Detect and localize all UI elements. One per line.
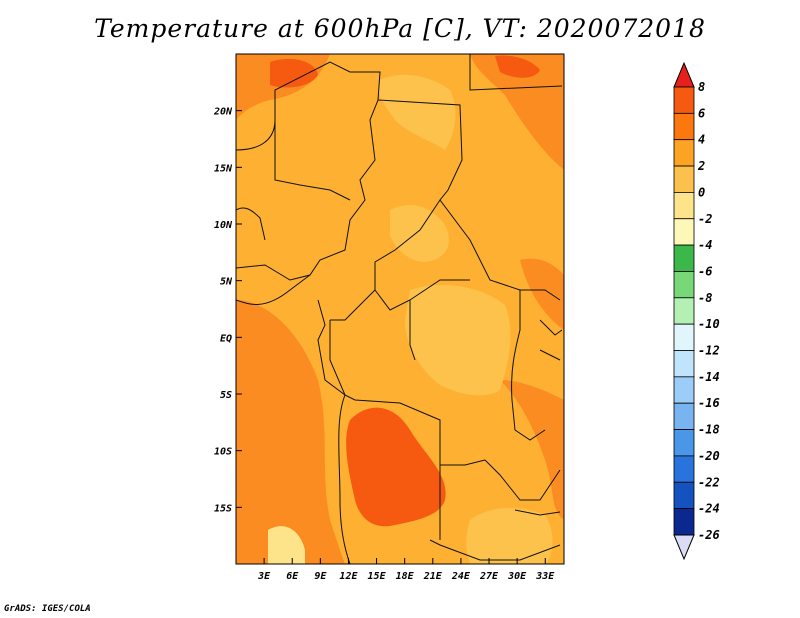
legend-color-box [673,191,695,220]
map-frame [235,53,565,565]
legend-level-label: -4 [698,238,712,252]
temperature-field [236,54,564,564]
legend-color-box [673,350,695,378]
legend-color-box [673,402,695,430]
contour-6-8-northeast [495,55,540,78]
legend-level-label: -10 [698,317,720,331]
lat-tick-label: 15N [214,163,233,174]
legend-level-label: -2 [698,212,712,226]
longitude-axis: 3E 6E 9E 12E 15E 18E 21E 24E 27E 30E 33E [257,558,555,582]
legend-top-arrow [673,61,695,88]
contour-6-8-north [270,58,318,88]
legend-color-box [673,297,695,325]
legend-color-box [673,271,695,299]
legend-color-box [673,139,695,167]
legend-color-box [673,165,695,193]
map-title: Temperature at 600hPa [C], VT: 202007201… [94,14,706,43]
legend-color-box [673,112,695,141]
legend-color-box [673,86,695,114]
legend-level-label: -26 [698,528,720,542]
lon-tick-label: 12E [339,571,358,582]
legend-color-box [673,481,695,510]
legend-level-label: 0 [698,185,705,199]
contour-4-6-southeast [500,380,564,520]
legend-color-box [673,323,695,351]
legend-color-box [673,455,695,483]
lon-tick-label: 18E [396,571,415,582]
legend-level-label: -18 [698,423,720,437]
contour-4-6-east [520,258,564,330]
legend-bottom-arrow [673,534,695,561]
lat-tick-label: 5S [220,390,232,401]
legend-level-label: 2 [697,159,705,173]
lon-tick-label: 27E [479,571,499,582]
legend-level-label: -22 [698,475,720,489]
contour-0-2-southeast [466,508,553,564]
legend-level-label: -20 [698,449,720,463]
lon-tick-label: 3E [257,571,271,582]
legend-color-box [673,429,695,457]
country-borders [236,54,563,564]
legend-level-label: 8 [698,80,705,94]
lat-tick-label: 20N [213,107,233,118]
lon-tick-label: 33E [535,571,555,582]
contour-4-6-northeast [470,54,564,170]
legend-level-label: 4 [698,133,705,147]
contour-0-2-congo [405,285,511,396]
contour-0-2-central [390,205,449,262]
legend-color-box [673,376,695,404]
contour-0-2-southwest [268,526,305,564]
legend-level-label: -8 [698,291,712,305]
lat-tick-label: 15S [214,503,232,514]
contour-0-2-sahara [378,74,456,150]
contour-4-6-southwest [236,300,345,564]
latitude-axis: 20N 15N 10N 5N EQ 5S 10S 15S [213,107,242,514]
legend-level-label: -16 [698,396,720,410]
lat-tick-label: 10S [214,447,232,458]
lon-tick-label: 15E [368,571,387,582]
contour-6-8-south [346,407,446,527]
legend-color-box [673,508,695,536]
credit-label: GrADS: IGES/COLA [4,604,91,614]
lat-tick-label: 5N [220,277,233,288]
legend-color-box [673,244,695,272]
lon-tick-label: 6E [286,571,299,582]
legend-level-label: -6 [698,264,712,278]
legend-level-label: -24 [698,502,720,516]
legend-level-label: -12 [698,344,720,358]
legend-level-label: 6 [698,106,705,120]
lon-tick-label: 21E [423,571,443,582]
lon-tick-label: 9E [314,571,327,582]
legend-color-box [673,218,695,246]
lon-tick-label: 30E [507,571,527,582]
lat-tick-label: 10N [214,220,233,231]
lat-tick-label: EQ [220,333,232,344]
lon-tick-label: 24E [451,571,471,582]
legend-level-label: -14 [698,370,720,384]
